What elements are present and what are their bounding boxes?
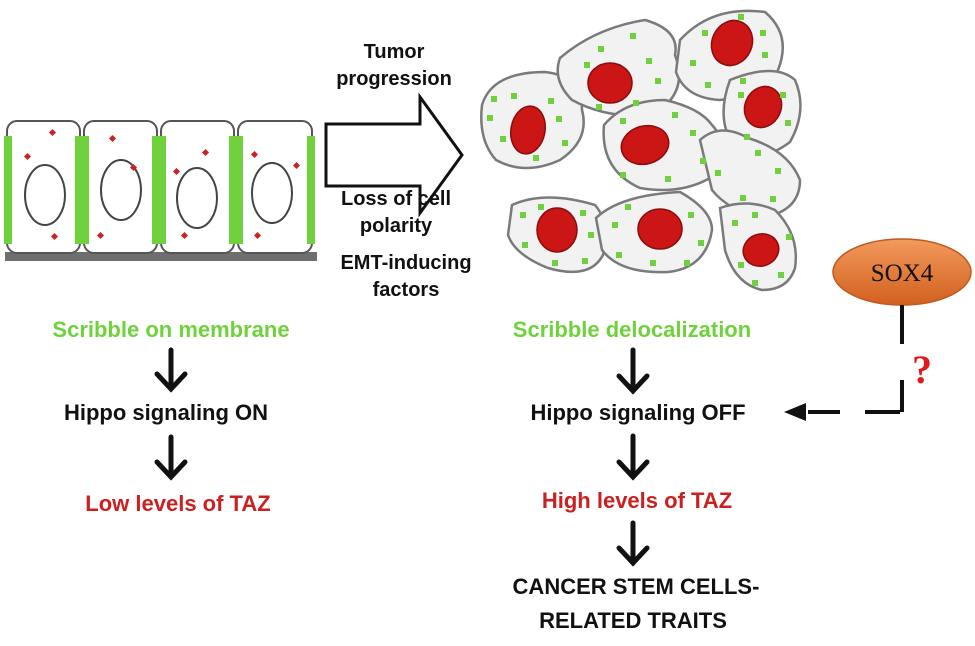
arrow-bottom-line2: polarity: [360, 215, 433, 237]
sox4-node: SOX4: [832, 238, 972, 306]
tumor-nuclei: [509, 19, 783, 267]
outcome-line1: CANCER STEM CELLS-: [513, 574, 760, 599]
arrow-bottom-line1: Loss of cell: [341, 188, 451, 210]
arrow-bottom-line4: factors: [373, 279, 440, 301]
question-mark: ?: [912, 347, 932, 392]
left-down-arrow-2: [154, 434, 188, 481]
sox4-label: SOX4: [871, 260, 934, 287]
arrow-top-line2: progression: [336, 68, 452, 90]
outcome-line2: RELATED TRAITS: [539, 608, 727, 633]
scribble-puncta: [487, 14, 792, 286]
progression-arrow: [324, 92, 464, 218]
left-scribble-label: Scribble on membrane: [52, 317, 289, 342]
epithelial-cell: [81, 120, 160, 254]
left-pathway: Scribble on membrane Hippo signaling ON …: [52, 317, 289, 516]
epithelial-cell: [4, 120, 83, 254]
right-pathway: Scribble delocalization Hippo signaling …: [513, 317, 760, 633]
right-scribble-label: Scribble delocalization: [513, 317, 751, 342]
left-taz-label: Low levels of TAZ: [85, 491, 270, 516]
basement-membrane: [5, 252, 317, 261]
right-hippo-label: Hippo signaling OFF: [530, 400, 745, 425]
sox4-dashed-connector: [808, 305, 904, 414]
right-down-arrow-1: [616, 347, 650, 395]
arrow-bottom-line3: EMT-inducing: [340, 252, 471, 274]
arrow-top-line1: Tumor: [364, 41, 425, 63]
arrow-bottom-label: Loss of cell polarity EMT-inducing facto…: [340, 188, 471, 301]
polarized-epithelium: [4, 120, 317, 261]
epithelial-cell: [158, 120, 237, 254]
right-down-arrow-2: [616, 433, 650, 481]
right-down-arrow-3: [616, 520, 650, 567]
epithelial-cell: [235, 120, 315, 254]
right-taz-label: High levels of TAZ: [542, 488, 732, 513]
arrow-top-label: Tumor progression: [336, 41, 452, 90]
sox4-arrowhead: [784, 403, 806, 421]
left-hippo-label: Hippo signaling ON: [64, 400, 268, 425]
left-down-arrow-1: [154, 347, 188, 393]
